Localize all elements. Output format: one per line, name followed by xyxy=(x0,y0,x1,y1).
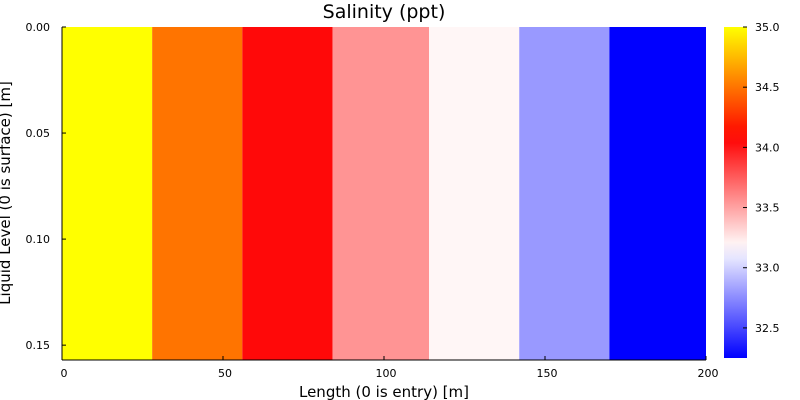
heatmap-cell xyxy=(152,27,243,360)
heatmap-cell xyxy=(609,27,706,360)
heatmap-cells xyxy=(62,27,706,360)
x-tick-label: 50 xyxy=(218,367,232,380)
colorbar-tick-label: 33.5 xyxy=(755,202,780,215)
colorbar-tick-label: 34.0 xyxy=(755,141,780,154)
y-tick-label: 0.00 xyxy=(26,21,51,34)
colorbar-tick-label: 32.5 xyxy=(755,322,780,335)
x-tick-label: 200 xyxy=(698,367,719,380)
x-axis-label: Length (0 is entry) [m] xyxy=(299,383,469,400)
x-tick-label: 150 xyxy=(537,367,558,380)
x-axis-ticks: 0 50 100 150 200 xyxy=(61,356,719,380)
heatmap-cell xyxy=(242,27,333,360)
y-tick-label: 0.15 xyxy=(26,339,51,352)
colorbar-tick-label: 33.0 xyxy=(755,262,780,275)
colorbar xyxy=(724,27,747,358)
heatmap-cell xyxy=(519,27,610,360)
x-tick-label: 0 xyxy=(61,367,68,380)
y-tick-label: 0.10 xyxy=(26,233,51,246)
chart-title: Salinity (ppt) xyxy=(323,1,446,23)
colorbar-tick-label: 34.5 xyxy=(755,81,780,94)
colorbar-tick-label: 35.0 xyxy=(755,21,780,34)
colorbar-ticks: 32.5 33.0 33.5 34.0 34.5 35.0 xyxy=(743,21,780,335)
heatmap-cell xyxy=(332,27,430,360)
heatmap-cell xyxy=(62,27,153,360)
heatmap-cell xyxy=(429,27,520,360)
y-axis-label: Liquid Level (0 is surface) [m] xyxy=(0,81,14,305)
y-axis-ticks: 0.00 0.05 0.10 0.15 xyxy=(26,21,66,352)
y-tick-label: 0.05 xyxy=(26,127,51,140)
x-tick-label: 100 xyxy=(376,367,397,380)
